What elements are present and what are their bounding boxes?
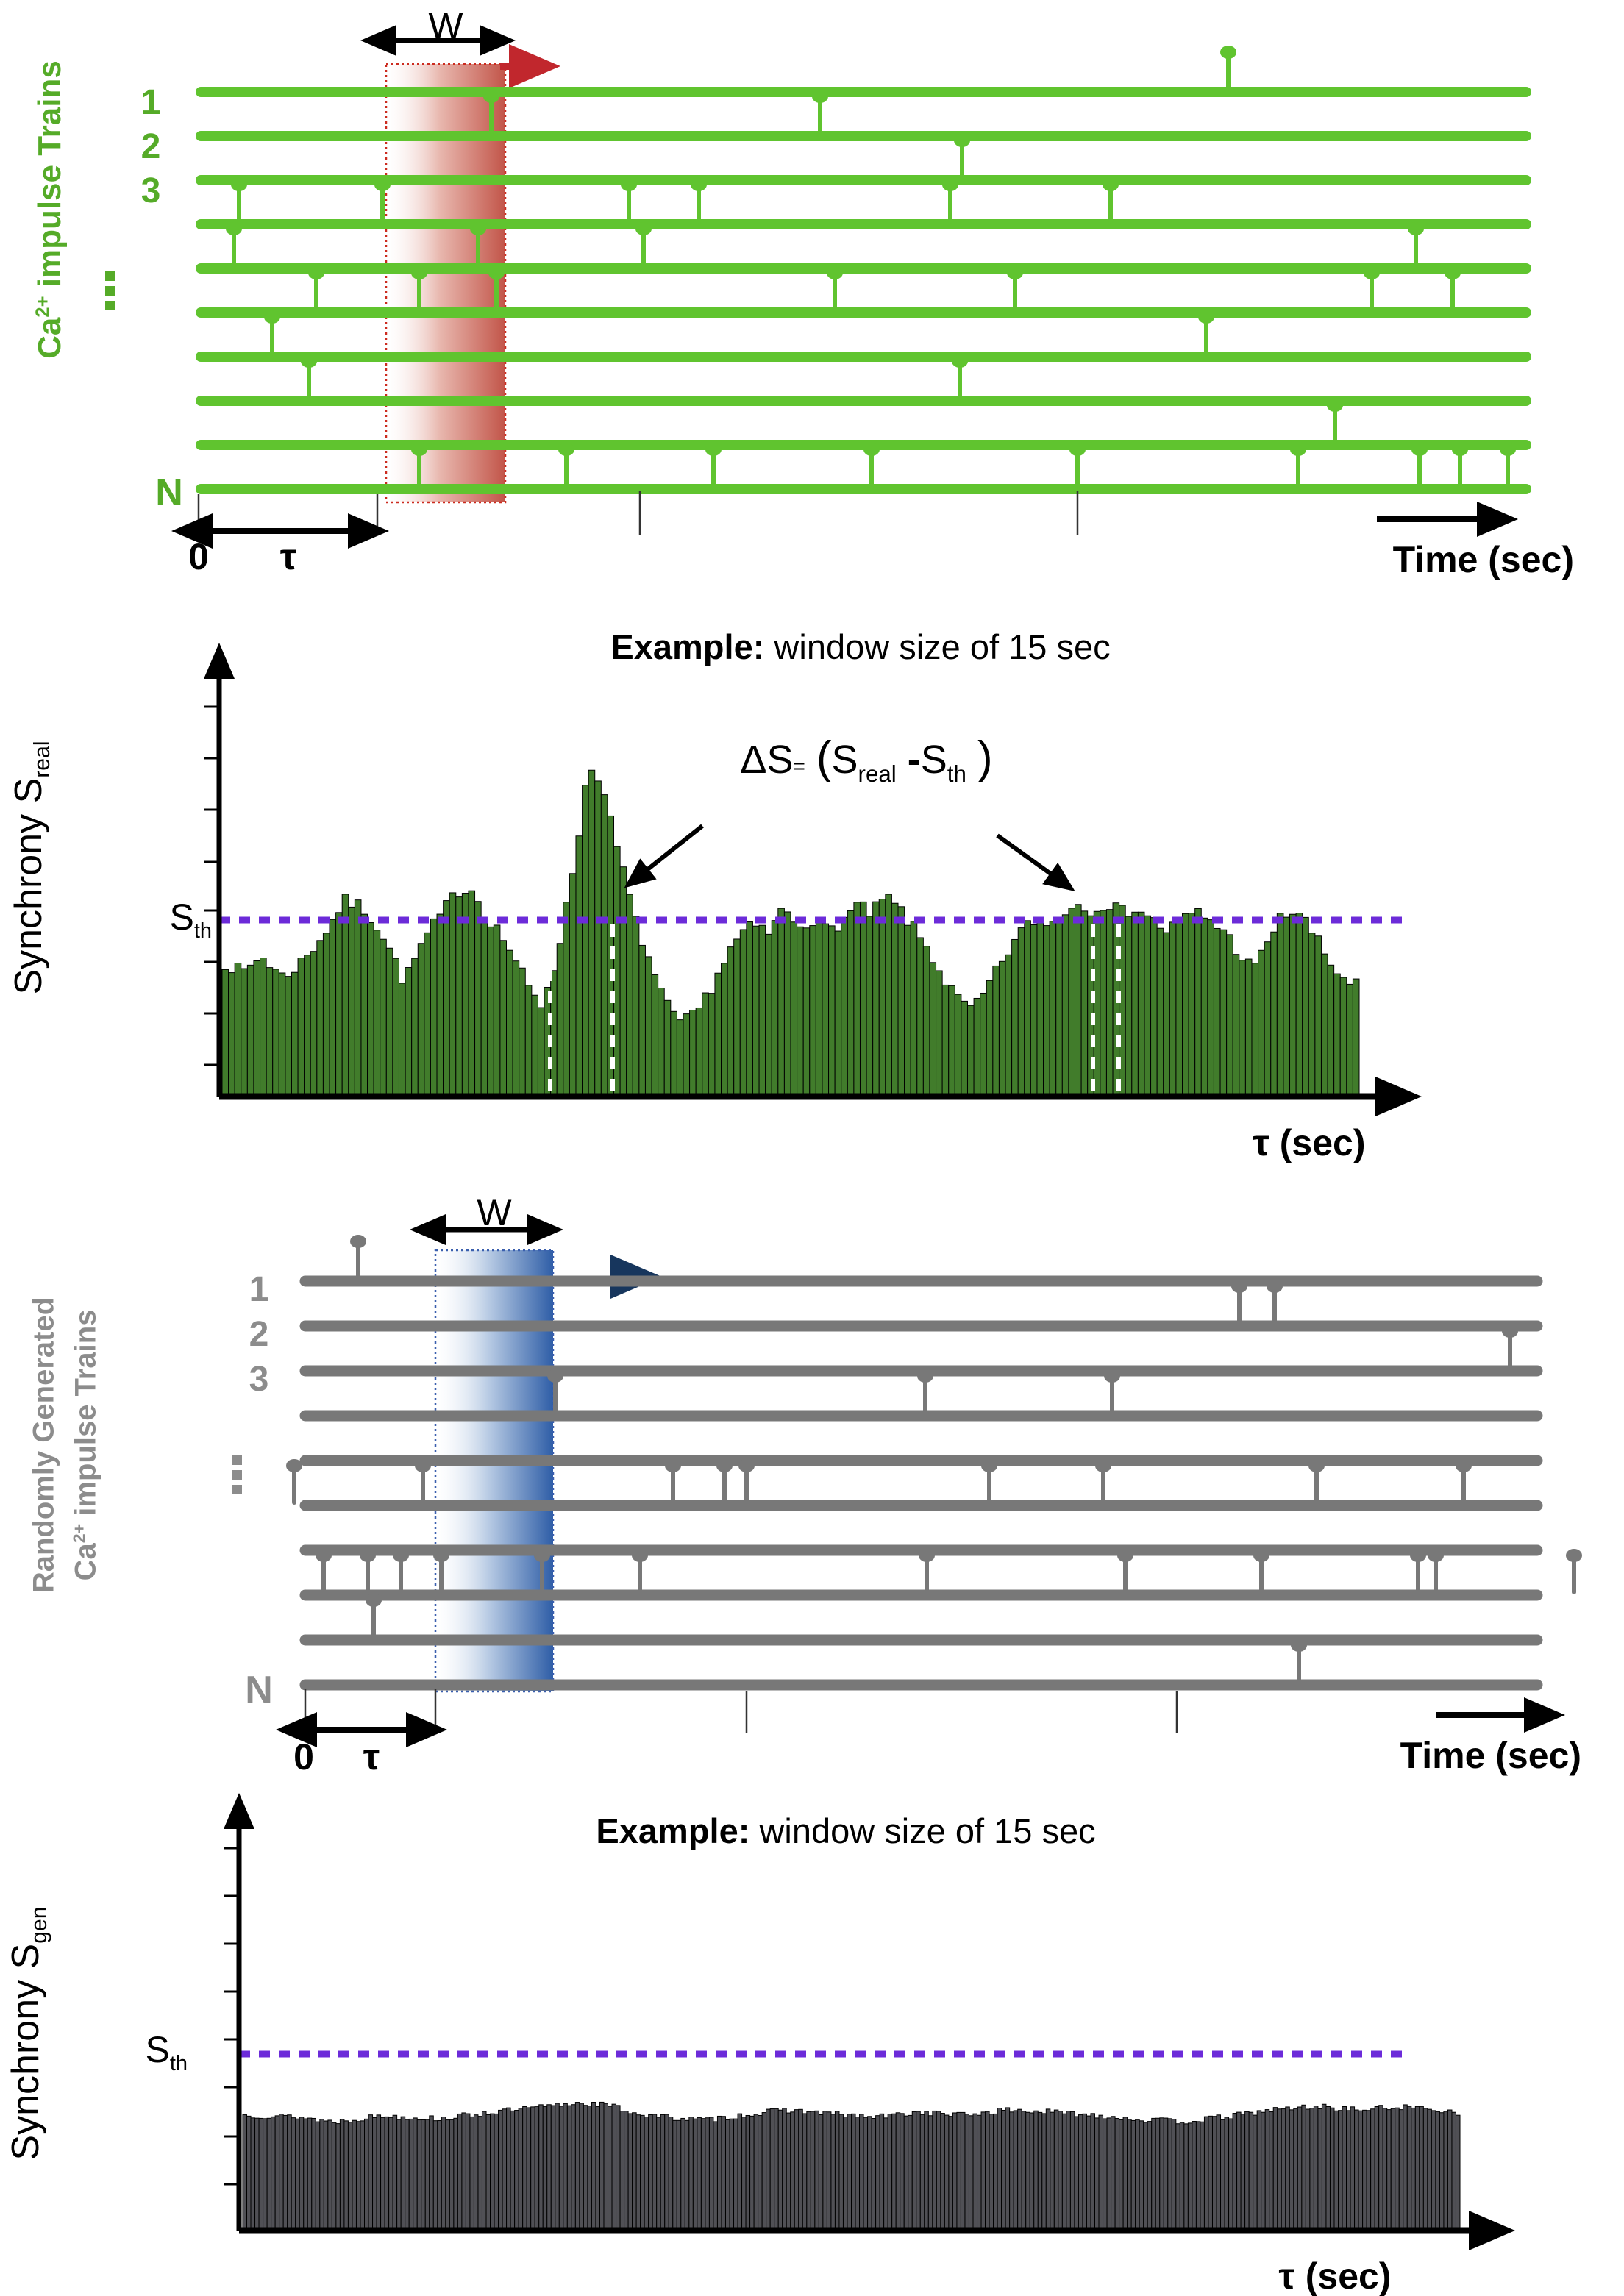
real-threshold-label: Sth <box>169 896 212 943</box>
gen-synchrony-chart-svg <box>224 1793 1515 2250</box>
impulse-spikes <box>286 1235 1582 1684</box>
generated-label-line1: Randomly Generated <box>27 1297 60 1594</box>
gen-chart-title: Example: window size of 15 sec <box>596 1811 1096 1850</box>
subscript-gen: gen <box>27 1906 52 1944</box>
annotation-arrow <box>624 824 704 888</box>
real-row-label-n: N <box>155 471 183 514</box>
delta-s-formula: ΔS= (Sreal -Sth ) <box>740 732 993 787</box>
real-chart-xlabel: τ (sec) <box>1253 1122 1366 1163</box>
real-window-w-label: W <box>428 5 463 46</box>
gen-chart-xlabel: τ (sec) <box>1278 2256 1392 2296</box>
generated-trains-svg <box>276 1214 1582 1747</box>
real-vertical-ellipsis-icon <box>105 266 115 315</box>
generated-label-line2: Ca2+ impulse Trains <box>69 1309 102 1581</box>
superscript-2plus: 2+ <box>32 296 54 318</box>
real-axis-tau: τ <box>279 536 297 577</box>
generated-axis-zero: 0 <box>293 1736 314 1778</box>
real-trains-svg <box>171 25 1531 549</box>
histogram-bars <box>221 769 1360 1097</box>
real-row-label-1: 1 <box>140 83 161 122</box>
generated-trains-ylabel: Randomly Generated Ca2+ impulse Trains <box>26 1297 103 1593</box>
scan-window <box>385 63 507 504</box>
real-time-label: Time (sec) <box>1392 539 1574 580</box>
impulse-spikes <box>226 46 1516 488</box>
real-row-label-3: 3 <box>140 171 161 210</box>
generated-row-label-2: 2 <box>249 1315 269 1354</box>
real-chart-title: Example: window size of 15 sec <box>610 627 1111 666</box>
generated-axis-tau: τ <box>363 1736 380 1778</box>
generated-window-w-label: W <box>477 1192 512 1233</box>
real-synchrony-chart-svg <box>204 643 1422 1116</box>
subscript-th: th <box>193 919 212 943</box>
subscript-real: real <box>30 741 55 778</box>
real-trains-ylabel: Ca2+ impulse Trains <box>32 60 68 359</box>
real-chart-ylabel: Synchrony Sreal <box>7 741 55 995</box>
generated-row-label-n: N <box>245 1669 273 1711</box>
histogram-bars <box>242 2101 1461 2231</box>
generated-vertical-ellipsis-icon <box>232 1450 242 1500</box>
gen-chart-ylabel: Synchrony Sgen <box>4 1906 52 2161</box>
generated-row-label-1: 1 <box>249 1270 269 1309</box>
generated-row-label-3: 3 <box>249 1360 269 1399</box>
generated-time-label: Time (sec) <box>1400 1735 1581 1776</box>
real-row-label-2: 2 <box>140 127 161 166</box>
gen-threshold-label: Sth <box>145 2029 188 2075</box>
annotation-arrow <box>996 833 1075 892</box>
scan-window <box>434 1249 555 1693</box>
real-axis-zero: 0 <box>188 536 209 577</box>
